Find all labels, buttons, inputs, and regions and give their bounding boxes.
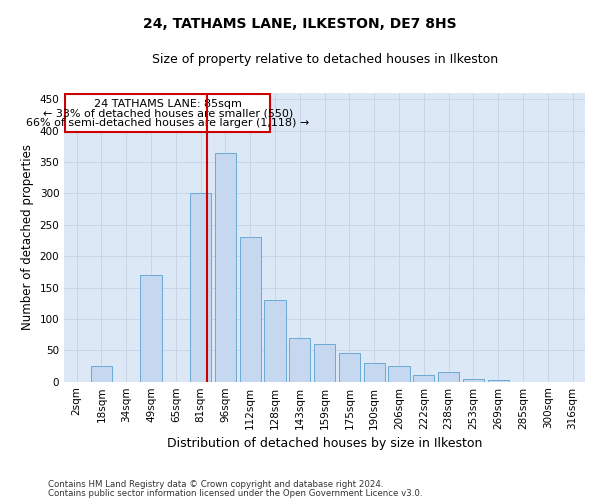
Bar <box>239 238 261 382</box>
Bar <box>215 152 236 382</box>
Bar <box>314 344 335 382</box>
Bar <box>65 94 270 132</box>
Y-axis label: Number of detached properties: Number of detached properties <box>21 144 34 330</box>
Bar <box>364 363 385 382</box>
Bar <box>413 376 434 382</box>
Bar <box>265 300 286 382</box>
X-axis label: Distribution of detached houses by size in Ilkeston: Distribution of detached houses by size … <box>167 437 482 450</box>
Text: ← 33% of detached houses are smaller (550): ← 33% of detached houses are smaller (55… <box>43 108 293 118</box>
Title: Size of property relative to detached houses in Ilkeston: Size of property relative to detached ho… <box>152 52 497 66</box>
Bar <box>190 194 211 382</box>
Bar <box>289 338 310 382</box>
Bar <box>463 378 484 382</box>
Text: 24, TATHAMS LANE, ILKESTON, DE7 8HS: 24, TATHAMS LANE, ILKESTON, DE7 8HS <box>143 18 457 32</box>
Bar <box>438 372 459 382</box>
Text: Contains public sector information licensed under the Open Government Licence v3: Contains public sector information licen… <box>48 488 422 498</box>
Text: 66% of semi-detached houses are larger (1,118) →: 66% of semi-detached houses are larger (… <box>26 118 310 128</box>
Bar <box>388 366 410 382</box>
Bar <box>140 275 161 382</box>
Text: 24 TATHAMS LANE: 85sqm: 24 TATHAMS LANE: 85sqm <box>94 98 242 108</box>
Bar <box>339 354 360 382</box>
Bar <box>488 380 509 382</box>
Bar <box>91 366 112 382</box>
Text: Contains HM Land Registry data © Crown copyright and database right 2024.: Contains HM Land Registry data © Crown c… <box>48 480 383 489</box>
